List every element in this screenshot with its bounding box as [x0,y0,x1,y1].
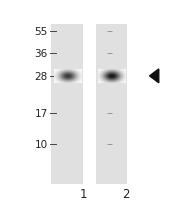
Text: 17: 17 [35,108,48,118]
Text: 2: 2 [122,187,129,200]
Text: 1: 1 [79,187,87,200]
Text: 28: 28 [35,72,48,81]
Text: 55: 55 [35,27,48,37]
Bar [51,24,83,184]
Bar [96,24,127,184]
Text: 10: 10 [35,139,48,149]
Polygon shape [150,70,159,83]
Text: 36: 36 [35,49,48,59]
